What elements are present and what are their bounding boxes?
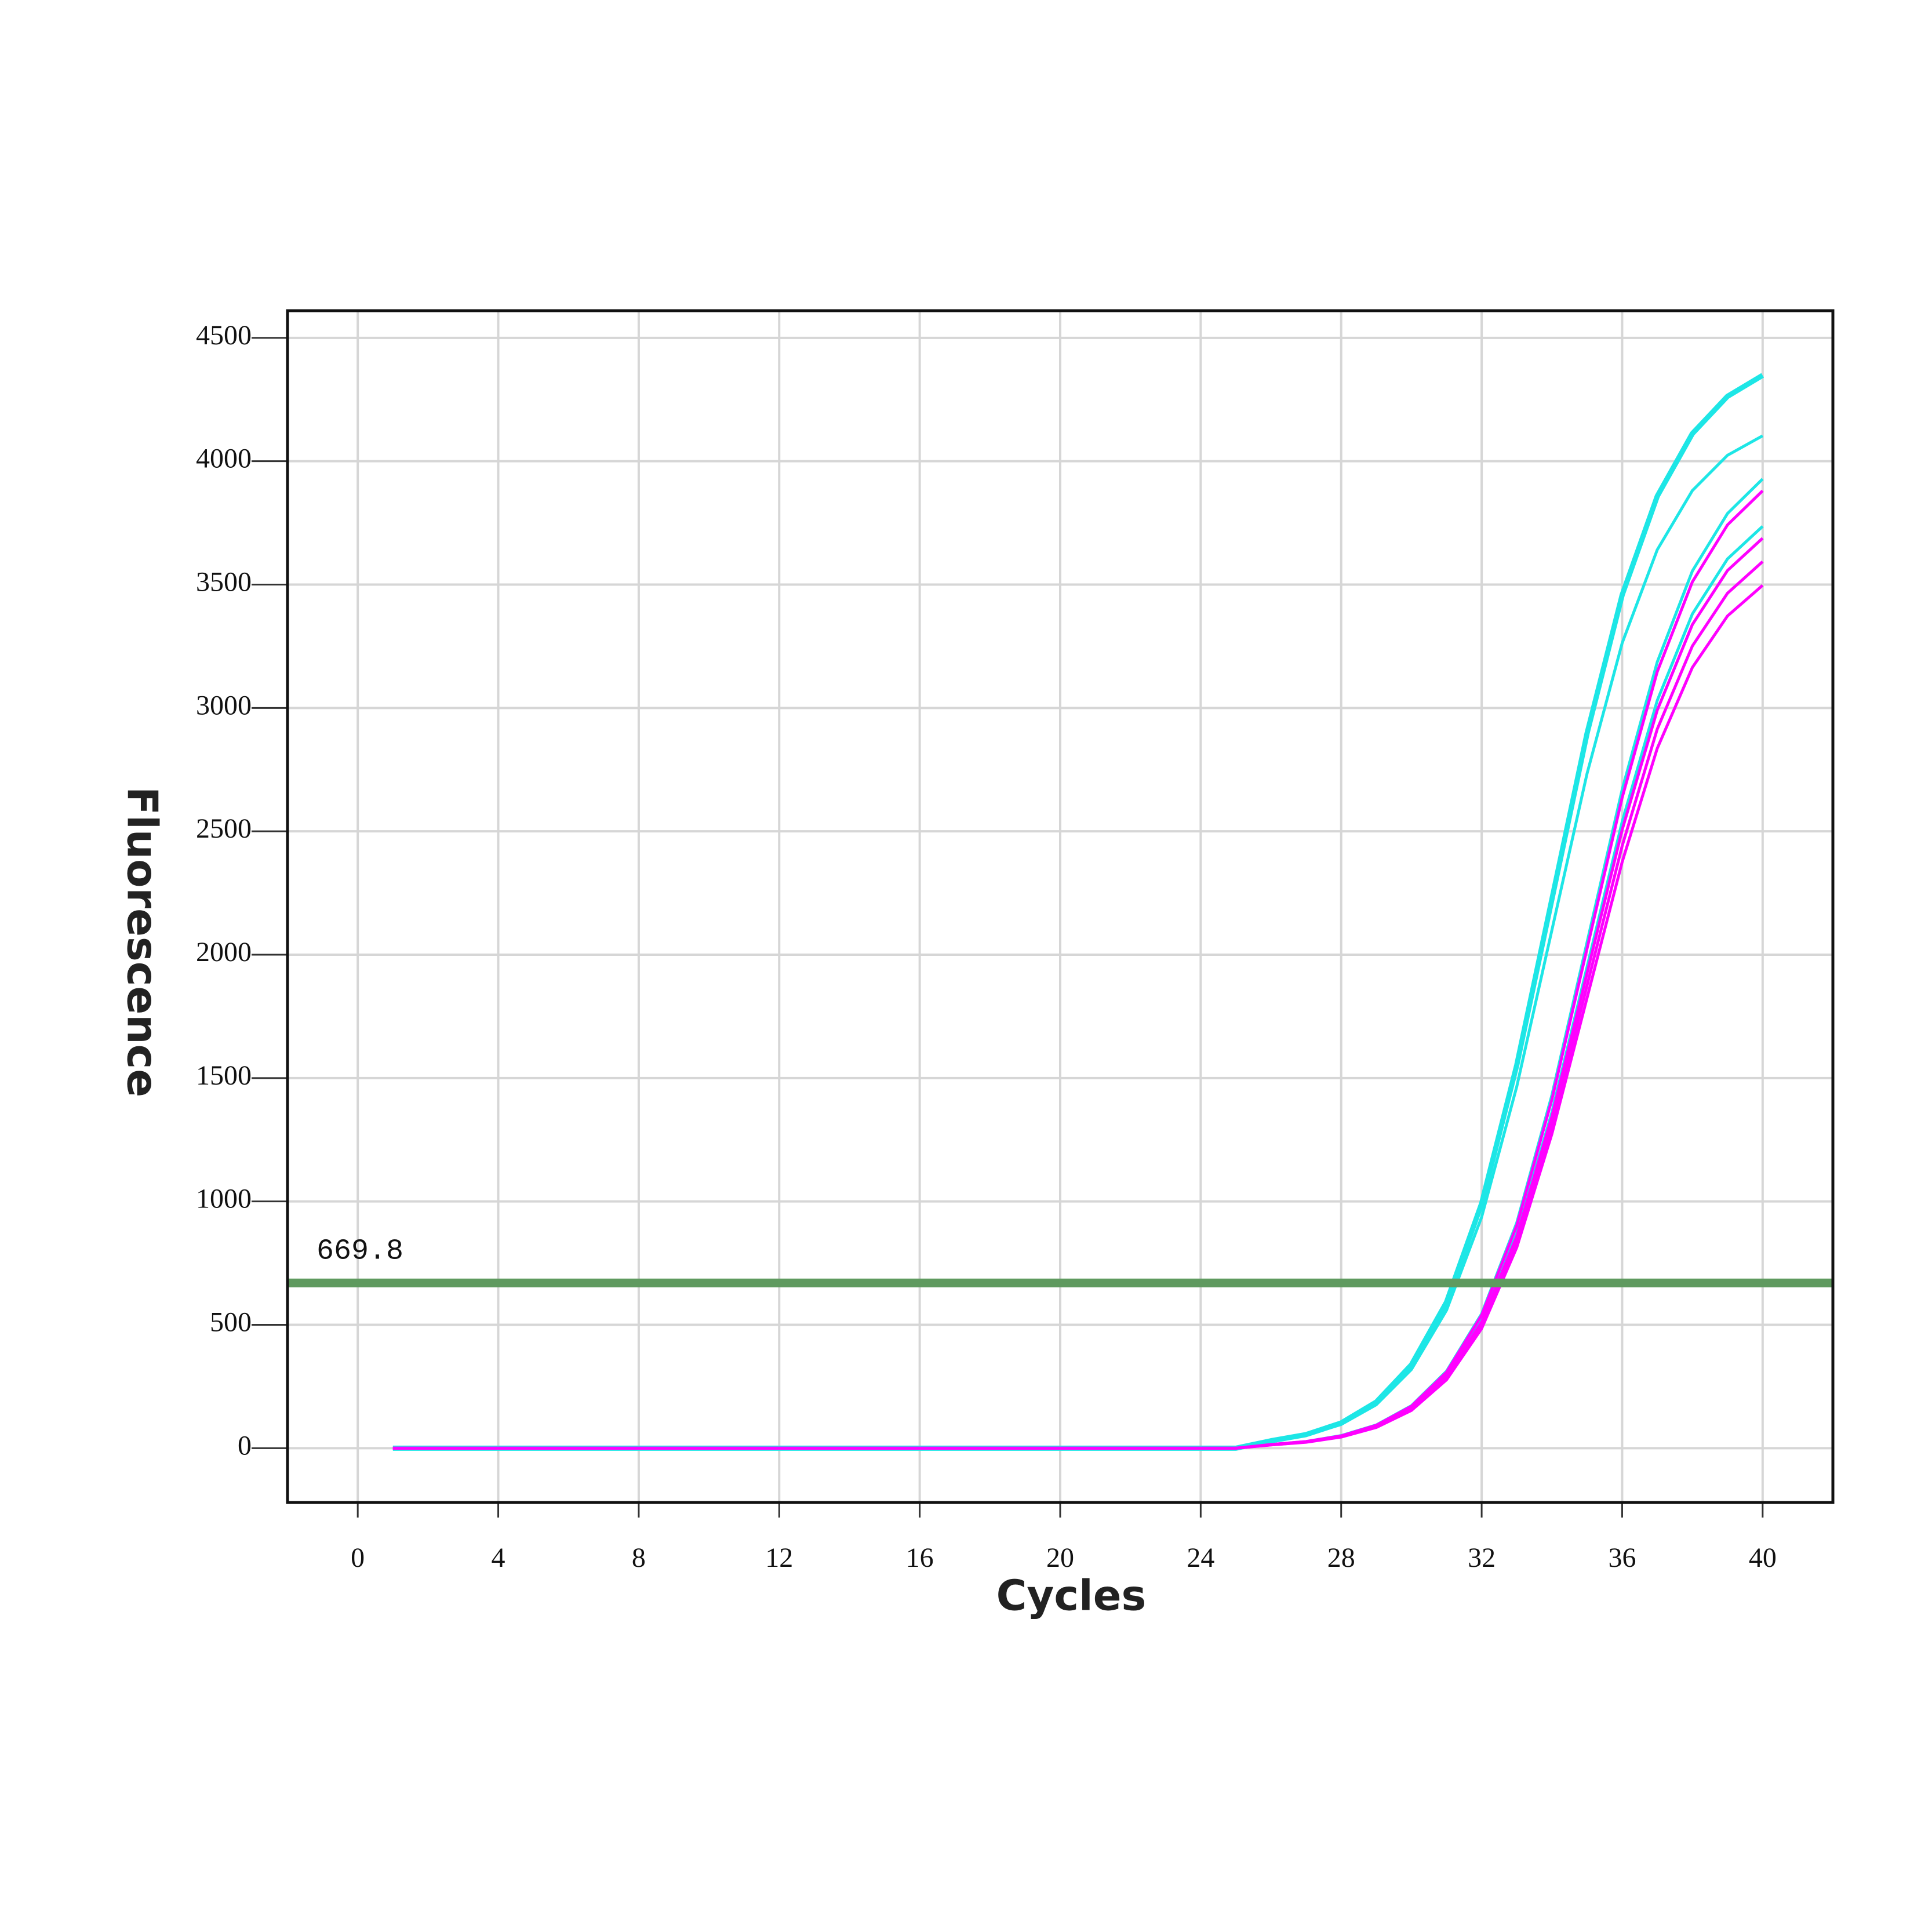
axes: 0 4 8 12 16 20 24 28 32 36 40 0 500 1000 1500 2000 2500 3… xyxy=(196,309,1835,1573)
x-tick-label: 0 xyxy=(351,1542,365,1573)
x-tick-label: 16 xyxy=(906,1542,934,1573)
x-tick-label: 36 xyxy=(1608,1542,1636,1573)
y-tick-label: 0 xyxy=(238,1430,252,1461)
x-tick-label: 20 xyxy=(1046,1542,1074,1573)
x-tick-label: 32 xyxy=(1468,1542,1496,1573)
x-tick-label: 4 xyxy=(492,1542,505,1573)
plot-border xyxy=(286,309,1835,1504)
y-tick-label: 4000 xyxy=(196,443,252,474)
y-tick-label: 1000 xyxy=(196,1184,252,1214)
x-tick-label: 28 xyxy=(1327,1542,1355,1573)
y-tick-label: 500 xyxy=(210,1307,252,1338)
y-tick-label: 2500 xyxy=(196,813,252,844)
y-tick-label: 1500 xyxy=(196,1060,252,1091)
y-tick-label: 4500 xyxy=(196,320,252,351)
y-tick-label: 2000 xyxy=(196,937,252,967)
threshold-label: 669.8 xyxy=(316,1235,403,1268)
x-tick-label: 8 xyxy=(632,1542,646,1573)
y-tick-label: 3000 xyxy=(196,690,252,721)
amplification-curve xyxy=(392,584,1764,1450)
x-tick-label: 12 xyxy=(765,1542,793,1573)
x-tick-label: 40 xyxy=(1749,1542,1777,1573)
y-tick-label: 3500 xyxy=(196,567,252,598)
x-axis-title: Cycles xyxy=(996,1571,1147,1620)
y-axis-title: Fluorescence xyxy=(118,787,166,1097)
x-tick-label: 24 xyxy=(1187,1542,1214,1573)
lines xyxy=(288,373,1833,1451)
